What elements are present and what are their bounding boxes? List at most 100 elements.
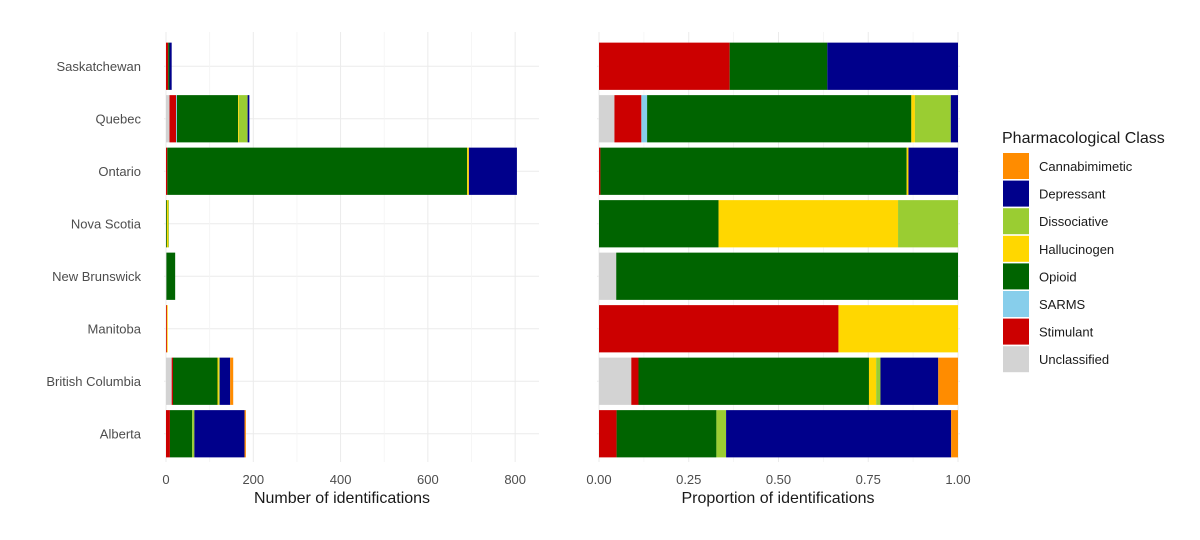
bar-left-alberta-stimulant: [166, 410, 170, 458]
bar-left-quebec-depressant: [247, 95, 250, 143]
bar-left-quebec-stimulant: [169, 95, 177, 143]
bar-right-british-columbia-stimulant: [631, 357, 639, 405]
legend-key-cannabimimetic: [1003, 153, 1029, 179]
category-labels: Saskatchewan Quebec Ontario Nova Scotia New …: [46, 59, 141, 442]
bar-left-ontario-depressant: [468, 147, 517, 195]
x-axis-title-proportion: Proportion of identifications: [682, 490, 875, 507]
bar-right-ontario-opioid: [600, 147, 907, 195]
bar-right-new-brunswick-opioid: [616, 252, 958, 300]
legend-key-dissociative: [1003, 208, 1029, 235]
bars-proportion: [599, 42, 958, 458]
bar-right-ontario-hallucinogen: [906, 147, 909, 195]
category-label-saskatchewan: Saskatchewan: [56, 59, 141, 74]
bar-right-saskatchewan-opioid: [729, 42, 828, 90]
bar-right-new-brunswick-unclassified: [599, 252, 617, 300]
bar-right-quebec-stimulant: [614, 95, 642, 143]
legend-key-unclassified: [1003, 346, 1029, 373]
legend-key-hallucinogen: [1003, 235, 1029, 262]
x-tick-label: 0.25: [676, 472, 701, 487]
bar-right-saskatchewan-depressant: [827, 42, 958, 90]
category-label-manitoba: Manitoba: [88, 321, 142, 336]
bar-left-saskatchewan-depressant: [169, 42, 172, 90]
bar-left-british-columbia-depressant: [219, 357, 231, 405]
bar-left-quebec-dissociative: [238, 95, 248, 143]
legend-key-sarms: [1003, 291, 1029, 317]
legend-label-unclassified: Unclassified: [1039, 352, 1109, 367]
category-label-new-brunswick: New Brunswick: [52, 269, 141, 284]
legend-label-depressant: Depressant: [1039, 187, 1106, 202]
panel-proportion: 0.00 0.25 0.50 0.75 1.00 Proportion of ident…: [586, 32, 971, 507]
x-tick-label: 0.00: [586, 472, 611, 487]
bar-left-british-columbia-unclassified: [166, 357, 172, 405]
bar-right-british-columbia-depressant: [880, 357, 939, 405]
x-tick-label: 0: [162, 472, 169, 487]
bar-right-alberta-stimulant: [599, 410, 617, 458]
legend-items: Cannabimimetic Depressant Dissociative Hall…: [1003, 153, 1133, 373]
bar-left-british-columbia-dissociative: [218, 357, 220, 405]
x-tick-label: 200: [242, 472, 264, 487]
bar-left-alberta-cannabimimetic: [244, 410, 246, 458]
bar-left-ontario-stimulant: [166, 147, 168, 195]
bar-left-quebec-hallucinogen: [238, 95, 239, 143]
bar-right-alberta-cannabimimetic: [951, 410, 958, 458]
bar-right-quebec-sarms: [641, 95, 648, 143]
bar-right-ontario-stimulant: [599, 147, 601, 195]
bar-left-saskatchewan-stimulant: [166, 42, 169, 90]
legend-key-stimulant: [1003, 318, 1029, 345]
bar-left-manitoba-hallucinogen: [166, 305, 168, 353]
bar-right-british-columbia-unclassified: [599, 357, 632, 405]
bar-left-british-columbia-cannabimimetic: [230, 357, 234, 405]
legend-label-stimulant: Stimulant: [1039, 325, 1094, 340]
bar-right-ontario-depressant: [908, 147, 958, 195]
legend-label-opioid: Opioid: [1039, 269, 1077, 284]
bar-left-nova-scotia-dissociative: [168, 200, 169, 248]
x-ticks-count: 0 200 400 600 800: [162, 472, 526, 487]
category-label-ontario: Ontario: [98, 164, 141, 179]
bar-left-quebec-sarms: [176, 95, 177, 143]
bar-right-nova-scotia-hallucinogen: [718, 200, 899, 248]
x-ticks-proportion: 0.00 0.25 0.50 0.75 1.00: [586, 472, 970, 487]
gridlines-count: [164, 32, 539, 462]
bar-left-nova-scotia-opioid: [166, 200, 167, 248]
bar-right-british-columbia-opioid: [638, 357, 869, 405]
bar-left-manitoba-stimulant: [166, 305, 167, 353]
x-tick-label: 1.00: [945, 472, 970, 487]
bar-left-ontario-hallucinogen: [467, 147, 469, 195]
legend-key-opioid: [1003, 263, 1029, 290]
bar-left-new-brunswick-opioid: [166, 252, 176, 300]
bar-left-british-columbia-opioid: [172, 357, 218, 405]
bar-right-quebec-opioid: [647, 95, 912, 143]
bar-right-quebec-depressant: [950, 95, 958, 143]
bar-left-british-columbia-stimulant: [171, 357, 173, 405]
category-label-british-columbia: British Columbia: [46, 374, 141, 389]
bar-right-manitoba-hallucinogen: [838, 305, 958, 353]
x-tick-label: 400: [330, 472, 352, 487]
x-axis-title-count: Number of identifications: [254, 490, 430, 507]
bar-left-alberta-opioid: [169, 410, 193, 458]
bar-right-british-columbia-dissociative: [876, 357, 881, 405]
bar-right-quebec-unclassified: [599, 95, 615, 143]
bar-right-nova-scotia-opioid: [599, 200, 719, 248]
bar-left-alberta-depressant: [194, 410, 245, 458]
bar-left-saskatchewan-opioid: [168, 42, 170, 90]
bar-right-manitoba-stimulant: [599, 305, 839, 353]
legend-label-dissociative: Dissociative: [1039, 214, 1108, 229]
bar-right-quebec-dissociative: [914, 95, 951, 143]
x-tick-label: 0.50: [766, 472, 791, 487]
bar-left-quebec-opioid: [176, 95, 239, 143]
bar-left-alberta-dissociative: [192, 410, 195, 458]
x-tick-label: 600: [417, 472, 439, 487]
bar-right-quebec-hallucinogen: [911, 95, 915, 143]
legend-key-depressant: [1003, 180, 1029, 207]
x-tick-label: 0.75: [856, 472, 881, 487]
bar-right-alberta-opioid: [616, 410, 717, 458]
x-tick-label: 800: [504, 472, 526, 487]
legend-label-cannabimimetic: Cannabimimetic: [1039, 159, 1133, 174]
panel-count: Saskatchewan Quebec Ontario Nova Scotia New …: [46, 32, 539, 507]
bar-left-quebec-unclassified: [166, 95, 170, 143]
category-label-alberta: Alberta: [100, 426, 142, 441]
category-label-nova-scotia: Nova Scotia: [71, 216, 142, 231]
bar-left-new-brunswick-unclassified: [166, 252, 167, 300]
bar-right-alberta-dissociative: [716, 410, 727, 458]
